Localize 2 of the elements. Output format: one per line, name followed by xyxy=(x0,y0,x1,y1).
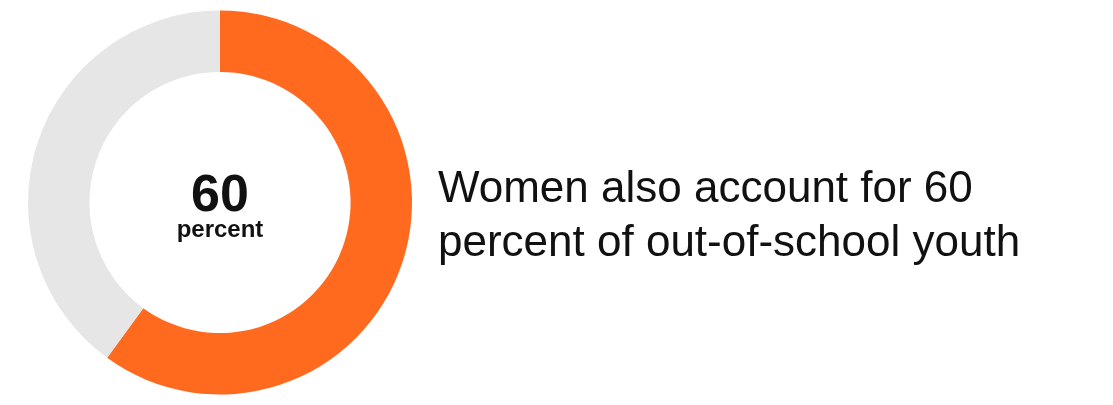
text: Women also account for 60 percent of out-of-school youth xyxy=(438,161,1022,267)
text: 60 percent xyxy=(176,163,264,242)
